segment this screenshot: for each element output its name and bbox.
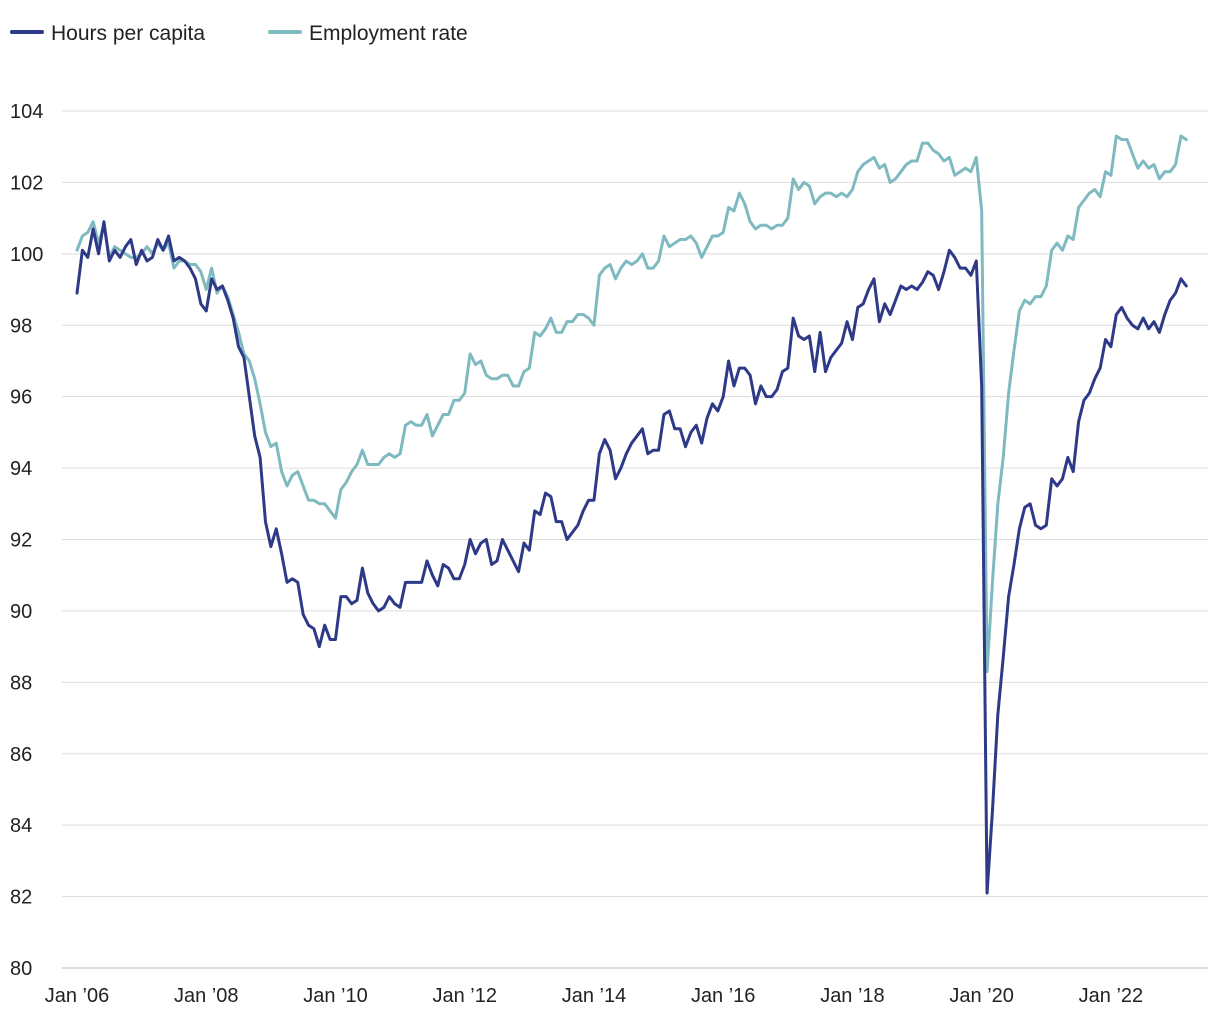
series-line-hours-per-capita [75, 220, 1188, 895]
x-tick-label-jan-10: Jan ’10 [303, 985, 368, 1007]
y-tick-label-80: 80 [10, 958, 32, 980]
y-tick-label-96: 96 [10, 387, 32, 409]
y-tick-label-98: 98 [10, 315, 32, 337]
y-tick-label-90: 90 [10, 601, 32, 623]
x-tick-label-jan-08: Jan ’08 [174, 985, 239, 1007]
y-axis-tick-labels: 80 82 84 86 88 90 92 94 96 98 100 102 104 [10, 101, 43, 980]
y-tick-label-88: 88 [10, 672, 32, 694]
x-tick-label-jan-22: Jan ’22 [1079, 985, 1144, 1007]
x-tick-label-jan-20: Jan ’20 [949, 985, 1014, 1007]
y-tick-label-104: 104 [10, 101, 43, 123]
y-tick-label-100: 100 [10, 244, 43, 266]
series-lines [75, 134, 1188, 895]
legend: Hours per capita Employment rate [10, 22, 468, 45]
legend-label-employment-rate: Employment rate [309, 22, 468, 45]
x-tick-label-jan-18: Jan ’18 [820, 985, 885, 1007]
y-tick-label-92: 92 [10, 530, 32, 552]
legend-label-hours-per-capita: Hours per capita [51, 22, 205, 45]
y-gridlines [62, 110, 1208, 969]
x-axis-tick-labels: Jan ’06 Jan ’08 Jan ’10 Jan ’12 Jan ’14 Jan ’… [45, 985, 1143, 1007]
y-tick-label-84: 84 [10, 815, 32, 837]
series-line-employment-rate [75, 134, 1188, 674]
y-tick-label-82: 82 [10, 887, 32, 909]
y-tick-label-86: 86 [10, 744, 32, 766]
y-tick-label-94: 94 [10, 458, 32, 480]
x-tick-label-jan-06: Jan ’06 [45, 985, 110, 1007]
x-tick-label-jan-12: Jan ’12 [432, 985, 497, 1007]
x-tick-label-jan-16: Jan ’16 [691, 985, 756, 1007]
x-tick-label-jan-14: Jan ’14 [562, 985, 627, 1007]
y-tick-label-102: 102 [10, 172, 43, 194]
